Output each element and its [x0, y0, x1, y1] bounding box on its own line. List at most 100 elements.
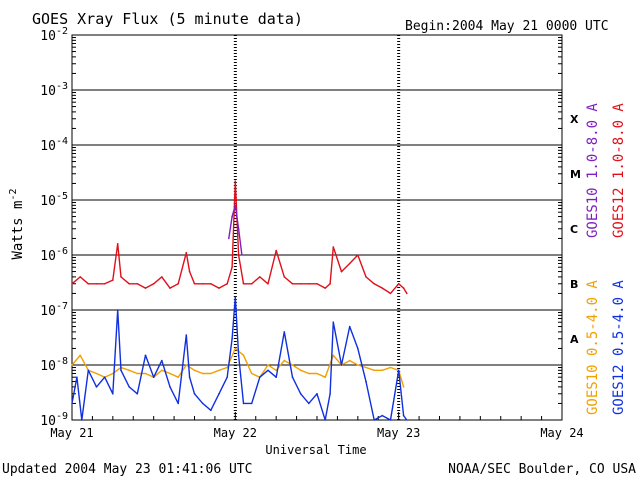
series-point	[120, 369, 122, 372]
series-point	[241, 254, 243, 256]
series-point	[324, 376, 327, 379]
series-point	[76, 376, 78, 379]
y-tick-label-base: 10	[40, 359, 56, 374]
series-point	[234, 204, 237, 207]
y-axis-label-text: Watts m	[10, 201, 26, 260]
series-point	[275, 376, 278, 379]
series-point	[226, 283, 228, 285]
series-point	[188, 270, 191, 273]
series-point	[259, 376, 261, 379]
series-point	[128, 369, 130, 372]
x-axis: May 21 May 22 May 23 May 24	[50, 412, 584, 440]
y-tick-label-exponent: -8	[56, 356, 68, 367]
y-tick-label: 10-5	[40, 191, 68, 209]
series-point	[308, 402, 310, 405]
series-point	[144, 372, 147, 375]
series-point	[389, 292, 392, 295]
y-tick-label-base: 10	[40, 249, 56, 264]
series-point	[79, 354, 81, 357]
series-point	[136, 283, 139, 285]
y-axis-label-exponent: -2	[8, 188, 19, 200]
series-point	[177, 283, 179, 285]
series-point	[340, 270, 343, 273]
y-tick-label: 10-7	[40, 301, 68, 319]
series-layer	[71, 180, 408, 421]
series-point	[348, 325, 351, 328]
series-point	[267, 369, 269, 372]
series-point	[365, 276, 367, 278]
series-point	[95, 372, 98, 375]
series-line	[71, 347, 405, 388]
series-point	[348, 359, 351, 362]
series-point	[218, 369, 220, 372]
series-point	[259, 276, 261, 278]
series-point	[210, 409, 212, 412]
series-point	[210, 283, 212, 285]
series-point	[193, 283, 196, 285]
series-point	[152, 376, 155, 379]
legend-entry: GOES10 1.0-8.0 A	[585, 103, 601, 238]
series-point	[324, 419, 327, 421]
series-point	[185, 251, 188, 254]
series-point	[406, 419, 408, 421]
series-point	[324, 287, 327, 289]
series-point	[71, 283, 73, 285]
series-point	[144, 287, 147, 289]
series-point	[402, 414, 405, 417]
series-point	[365, 366, 367, 369]
series-point	[218, 287, 220, 289]
series-point	[103, 376, 106, 379]
series-point	[291, 283, 294, 285]
series-point	[242, 354, 245, 357]
y-tick-label-base: 10	[40, 414, 56, 429]
series-point	[402, 287, 405, 289]
series-point	[234, 296, 237, 299]
series-point	[373, 369, 376, 372]
series-point	[250, 283, 253, 285]
x-tick-label: May 22	[214, 426, 257, 440]
series-point	[144, 354, 147, 357]
updated-text: Updated 2004 May 23 01:41:06 UTC	[2, 462, 252, 477]
series-point	[152, 283, 155, 285]
series-point	[161, 359, 163, 362]
series-point	[275, 249, 278, 252]
series-point	[71, 364, 73, 366]
series-point	[169, 386, 171, 388]
y-tick-label-base: 10	[40, 84, 56, 99]
y-tick-label-exponent: -7	[56, 301, 68, 312]
series-point	[237, 228, 240, 230]
series-point	[234, 347, 237, 350]
y-tick-label: 10-2	[40, 26, 68, 44]
y-tick-label: 10-3	[40, 81, 68, 99]
series-point	[116, 309, 119, 311]
series-point	[231, 215, 233, 218]
y-tick-label-exponent: -3	[56, 81, 68, 92]
y-tick-label-base: 10	[40, 304, 56, 319]
series-point	[316, 393, 318, 395]
series-point	[177, 402, 179, 405]
series-point	[373, 283, 376, 285]
y-tick-label-exponent: -5	[56, 191, 68, 202]
flare-class-label: M	[570, 168, 581, 181]
x-tick-label: May 24	[540, 426, 583, 440]
x-axis-label: Universal Time	[265, 443, 366, 457]
series-point	[250, 402, 253, 405]
series-point	[340, 364, 343, 366]
flare-class-label: X	[570, 113, 579, 126]
series-point	[226, 376, 228, 379]
series-point	[397, 283, 400, 285]
series-point	[402, 386, 405, 388]
series-point	[316, 372, 318, 375]
series-point	[275, 369, 278, 372]
series-point	[128, 283, 130, 285]
series-point	[291, 364, 294, 366]
x-tick-label: May 21	[50, 426, 93, 440]
series-point	[87, 369, 90, 372]
chart-title: GOES Xray Flux (5 minute data)	[32, 10, 303, 28]
series-point	[237, 254, 240, 256]
series-point	[71, 402, 73, 405]
series-point	[373, 419, 376, 421]
series-point	[381, 287, 384, 289]
series-point	[267, 364, 269, 366]
begin-date: 2004 May 21 0000 UTC	[452, 19, 609, 34]
